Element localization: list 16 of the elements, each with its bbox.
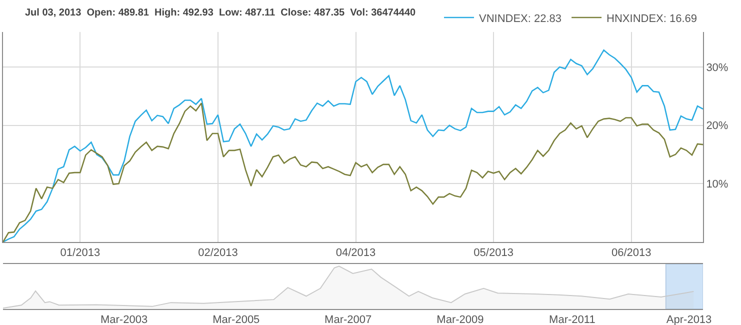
x-tick-label: Mar-2011	[549, 314, 596, 325]
x-tick-label: 05/2013	[474, 247, 514, 260]
x-tick-label: Mar-2009	[436, 314, 484, 325]
legend-label: HNXINDEX: 16.69	[606, 12, 698, 25]
x-tick-label: 04/2013	[336, 247, 376, 260]
y-tick-label: 30%	[706, 62, 728, 74]
legend-label: VNINDEX: 22.83	[479, 12, 562, 25]
y-tick-label: 10%	[706, 178, 728, 191]
chart-title: Jul 03, 2013 Open: 489.81 High: 492.93 Low: 487.11 Close: 487.35 Vol: 36474440	[25, 8, 416, 18]
x-tick-label: 01/2013	[60, 247, 100, 260]
y-tick-label: 20%	[706, 120, 728, 132]
x-tick-label: Mar-2007	[324, 314, 372, 325]
x-tick-label: Mar-2003	[100, 314, 148, 325]
x-tick-label: Mar-2005	[212, 314, 260, 325]
x-tick-label: 02/2013	[198, 247, 238, 260]
x-tick-label: 06/2013	[611, 247, 652, 260]
